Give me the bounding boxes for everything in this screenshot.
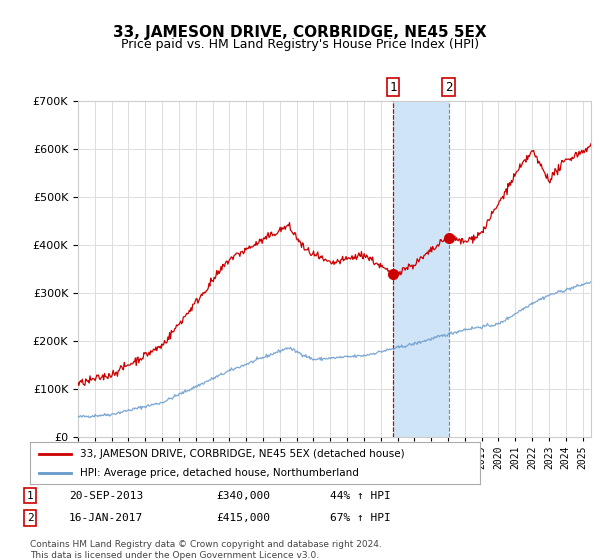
Text: 20-SEP-2013: 20-SEP-2013 xyxy=(69,491,143,501)
Text: 2: 2 xyxy=(26,513,34,523)
Text: 16-JAN-2017: 16-JAN-2017 xyxy=(69,513,143,523)
Text: Price paid vs. HM Land Registry's House Price Index (HPI): Price paid vs. HM Land Registry's House … xyxy=(121,38,479,51)
Text: 33, JAMESON DRIVE, CORBRIDGE, NE45 5EX (detached house): 33, JAMESON DRIVE, CORBRIDGE, NE45 5EX (… xyxy=(79,449,404,459)
Text: HPI: Average price, detached house, Northumberland: HPI: Average price, detached house, Nort… xyxy=(79,468,358,478)
Text: 1: 1 xyxy=(389,81,397,94)
Text: 1: 1 xyxy=(26,491,34,501)
Text: 2: 2 xyxy=(445,81,452,94)
Text: £415,000: £415,000 xyxy=(216,513,270,523)
Text: £340,000: £340,000 xyxy=(216,491,270,501)
Text: 67% ↑ HPI: 67% ↑ HPI xyxy=(330,513,391,523)
Bar xyxy=(393,101,449,437)
Text: Contains HM Land Registry data © Crown copyright and database right 2024.
This d: Contains HM Land Registry data © Crown c… xyxy=(30,540,382,560)
Text: 44% ↑ HPI: 44% ↑ HPI xyxy=(330,491,391,501)
Text: 33, JAMESON DRIVE, CORBRIDGE, NE45 5EX: 33, JAMESON DRIVE, CORBRIDGE, NE45 5EX xyxy=(113,25,487,40)
